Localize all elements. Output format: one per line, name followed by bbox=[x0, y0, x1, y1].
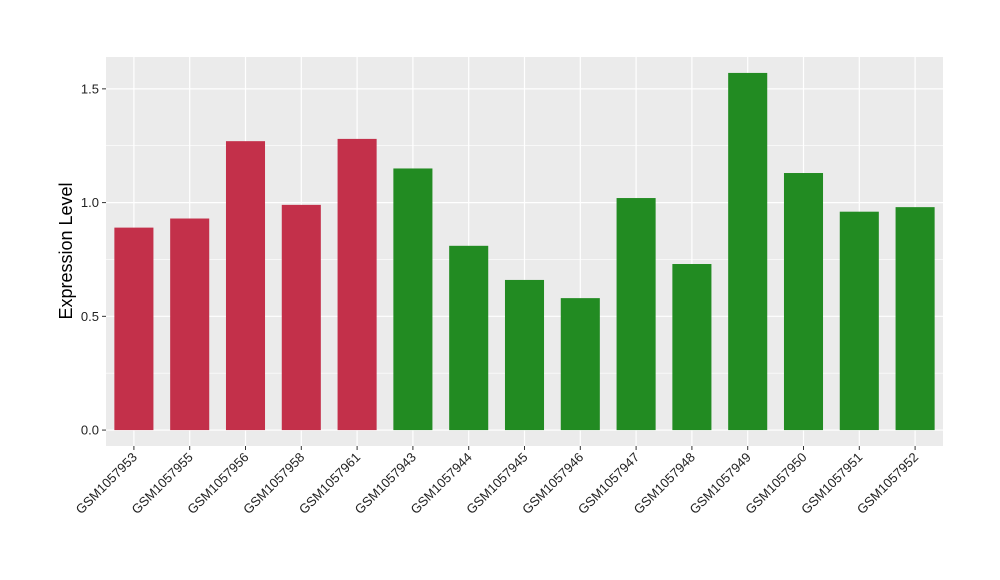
x-axis: GSM1057953GSM1057955GSM1057956GSM1057958… bbox=[73, 446, 921, 517]
y-tick-label: 0.0 bbox=[81, 423, 99, 438]
bar-GSM1057949 bbox=[728, 72, 768, 431]
bar-GSM1057946 bbox=[560, 298, 600, 431]
bar-GSM1057943 bbox=[393, 168, 433, 431]
bar-GSM1057956 bbox=[225, 141, 266, 431]
bars bbox=[114, 72, 935, 431]
bar-GSM1057947 bbox=[616, 198, 656, 431]
bar-GSM1057950 bbox=[783, 173, 824, 431]
bar-GSM1057955 bbox=[170, 218, 210, 431]
bar-GSM1057944 bbox=[449, 245, 489, 431]
bar-GSM1057945 bbox=[504, 279, 545, 431]
bar-GSM1057953 bbox=[114, 227, 154, 431]
bar-GSM1057958 bbox=[281, 204, 321, 431]
bar-GSM1057951 bbox=[839, 211, 879, 431]
bar-GSM1057961 bbox=[337, 138, 377, 431]
bar-GSM1057952 bbox=[895, 207, 935, 431]
y-axis: 0.0 0.5 1.0 1.5 bbox=[81, 81, 106, 438]
bar-GSM1057948 bbox=[672, 264, 712, 431]
y-tick-label: 1.0 bbox=[81, 195, 99, 210]
y-tick-label: 1.5 bbox=[81, 81, 99, 96]
y-axis-title: Expression Level bbox=[56, 182, 76, 319]
y-tick-label: 0.5 bbox=[81, 309, 99, 324]
